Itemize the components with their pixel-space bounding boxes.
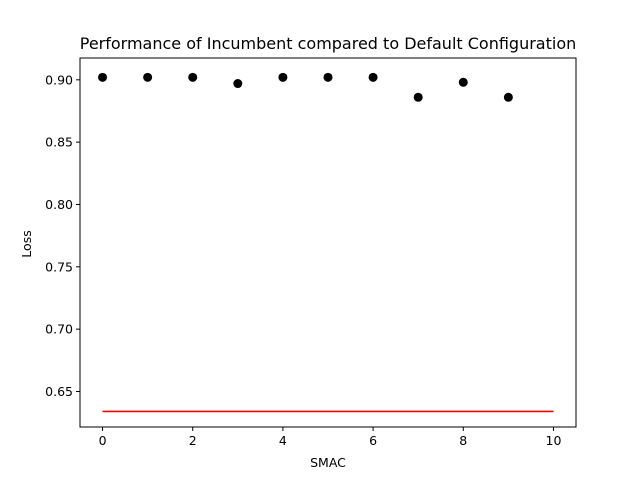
y-tick-label: 0.70 [45, 322, 73, 337]
y-axis-label: Loss [19, 230, 34, 257]
data-point [503, 92, 513, 102]
data-point [323, 72, 333, 82]
y-tick-label: 0.90 [45, 72, 73, 87]
data-point [413, 92, 423, 102]
y-tick-label: 0.85 [45, 135, 73, 150]
x-tick-label: 2 [189, 433, 197, 448]
data-point [233, 79, 243, 89]
data-point [143, 72, 153, 82]
plot-area: 0 2 4 6 8 10 0.65 0.70 0.75 0.80 0.85 0.90 [45, 57, 577, 448]
y-tick-label: 0.65 [45, 384, 73, 399]
data-point [98, 72, 108, 82]
data-point [458, 77, 468, 87]
y-tick-label: 0.80 [45, 197, 73, 212]
chart-title: Performance of Incumbent compared to Def… [80, 34, 577, 53]
x-tick-label: 10 [546, 433, 562, 448]
x-tick-label: 8 [459, 433, 467, 448]
x-tick-label: 4 [279, 433, 287, 448]
x-tick-label: 6 [369, 433, 377, 448]
x-tick-label: 0 [99, 433, 107, 448]
axes-frame [79, 57, 577, 428]
data-point [368, 72, 378, 82]
y-tick-label: 0.75 [45, 259, 73, 274]
data-point [278, 72, 288, 82]
data-point [188, 72, 198, 82]
x-axis-label: SMAC [310, 455, 346, 470]
